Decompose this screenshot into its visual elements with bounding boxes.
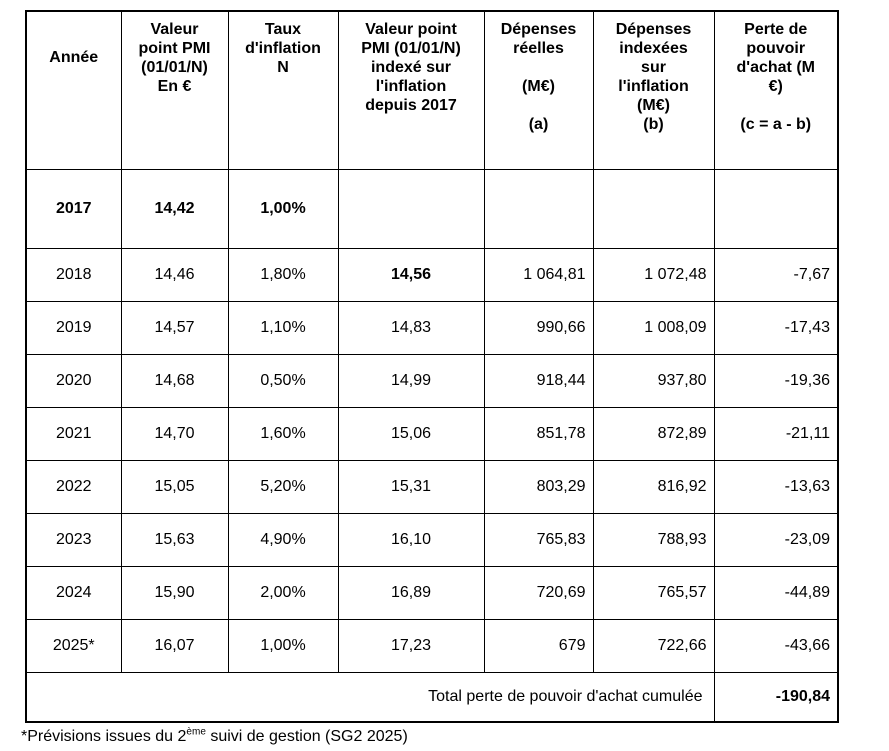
cell-taux-inflation: 1,80% <box>227 247 339 302</box>
cell-perte: -44,89 <box>713 565 839 620</box>
cell-depenses-indexees: 816,92 <box>592 459 715 514</box>
cell-taux-inflation: 0,50% <box>227 353 339 408</box>
cell-perte: -17,43 <box>713 300 839 355</box>
cell-taux-inflation: 4,90% <box>227 512 339 567</box>
cell-depenses-reelles: 1 064,81 <box>483 247 594 302</box>
cell-depenses-indexees: 872,89 <box>592 406 715 461</box>
cell-valeur-indexee: 17,23 <box>337 618 485 673</box>
table-row-2018: 2018 14,46 1,80% 14,56 1 064,81 1 072,48… <box>25 247 839 302</box>
cell-valeur-point: 15,90 <box>120 565 229 620</box>
cell-perte: -23,09 <box>713 512 839 567</box>
cell-depenses-reelles: 720,69 <box>483 565 594 620</box>
header-perte-pouvoir-achat: Perte de pouvoir d'achat (M €) (c = a - … <box>713 10 839 170</box>
cell-perte: -19,36 <box>713 353 839 408</box>
cell-valeur-indexee: 14,99 <box>337 353 485 408</box>
cell-valeur-indexee <box>337 168 485 249</box>
cell-valeur-point: 14,42 <box>120 168 229 249</box>
cell-depenses-indexees: 788,93 <box>592 512 715 567</box>
cell-depenses-indexees: 765,57 <box>592 565 715 620</box>
cell-valeur-point: 14,68 <box>120 353 229 408</box>
cell-depenses-reelles: 679 <box>483 618 594 673</box>
cell-annee: 2021 <box>25 406 122 461</box>
total-value: -190,84 <box>713 671 839 723</box>
table-row-2023: 2023 15,63 4,90% 16,10 765,83 788,93 -23… <box>25 512 839 567</box>
cell-valeur-indexee: 14,83 <box>337 300 485 355</box>
total-label: Total perte de pouvoir d'achat cumulée <box>25 671 715 723</box>
cell-taux-inflation: 1,60% <box>227 406 339 461</box>
cell-depenses-indexees: 1 072,48 <box>592 247 715 302</box>
cell-valeur-indexee: 16,10 <box>337 512 485 567</box>
cell-valeur-indexee: 15,06 <box>337 406 485 461</box>
cell-annee: 2017 <box>25 168 122 249</box>
cell-taux-inflation: 1,00% <box>227 618 339 673</box>
cell-perte <box>713 168 839 249</box>
cell-valeur-indexee: 15,31 <box>337 459 485 514</box>
cell-depenses-reelles: 765,83 <box>483 512 594 567</box>
cell-perte: -21,11 <box>713 406 839 461</box>
cell-perte: -13,63 <box>713 459 839 514</box>
table-row-2022: 2022 15,05 5,20% 15,31 803,29 816,92 -13… <box>25 459 839 514</box>
cell-annee: 2023 <box>25 512 122 567</box>
footnote-text-prefix: *Prévisions issues du 2 <box>21 728 187 745</box>
pmi-inflation-table: Année Valeur point PMI (01/01/N) En € Ta… <box>25 10 839 723</box>
cell-perte: -43,66 <box>713 618 839 673</box>
cell-valeur-indexee: 16,89 <box>337 565 485 620</box>
cell-depenses-reelles: 803,29 <box>483 459 594 514</box>
cell-annee: 2020 <box>25 353 122 408</box>
cell-depenses-indexees: 1 008,09 <box>592 300 715 355</box>
cell-valeur-point: 14,57 <box>120 300 229 355</box>
header-depenses-indexees: Dépenses indexées sur l'inflation (M€) (… <box>592 10 715 170</box>
total-row: Total perte de pouvoir d'achat cumulée -… <box>25 671 839 723</box>
cell-depenses-reelles: 851,78 <box>483 406 594 461</box>
cell-depenses-indexees <box>592 168 715 249</box>
table-row-2020: 2020 14,68 0,50% 14,99 918,44 937,80 -19… <box>25 353 839 408</box>
cell-taux-inflation: 2,00% <box>227 565 339 620</box>
cell-taux-inflation: 1,00% <box>227 168 339 249</box>
header-depenses-reelles: Dépenses réelles (M€) (a) <box>483 10 594 170</box>
header-annee: Année <box>25 10 122 170</box>
cell-depenses-reelles: 918,44 <box>483 353 594 408</box>
cell-depenses-indexees: 722,66 <box>592 618 715 673</box>
footnote-superscript: ème <box>186 726 206 738</box>
cell-depenses-reelles: 990,66 <box>483 300 594 355</box>
table-row-2021: 2021 14,70 1,60% 15,06 851,78 872,89 -21… <box>25 406 839 461</box>
cell-annee: 2025* <box>25 618 122 673</box>
table-row-2024: 2024 15,90 2,00% 16,89 720,69 765,57 -44… <box>25 565 839 620</box>
cell-taux-inflation: 5,20% <box>227 459 339 514</box>
cell-taux-inflation: 1,10% <box>227 300 339 355</box>
cell-perte: -7,67 <box>713 247 839 302</box>
table-row-2017: 2017 14,42 1,00% <box>25 168 839 249</box>
cell-annee: 2024 <box>25 565 122 620</box>
footnote-text-suffix: suivi de gestion (SG2 2025) <box>205 728 408 745</box>
cell-annee: 2022 <box>25 459 122 514</box>
header-taux-inflation: Taux d'inflation N <box>227 10 339 170</box>
cell-depenses-reelles <box>483 168 594 249</box>
header-valeur-point-pmi: Valeur point PMI (01/01/N) En € <box>120 10 229 170</box>
cell-annee: 2019 <box>25 300 122 355</box>
cell-valeur-indexee: 14,56 <box>337 247 485 302</box>
cell-valeur-point: 14,46 <box>120 247 229 302</box>
cell-valeur-point: 15,05 <box>120 459 229 514</box>
table-row-2019: 2019 14,57 1,10% 14,83 990,66 1 008,09 -… <box>25 300 839 355</box>
cell-annee: 2018 <box>25 247 122 302</box>
header-valeur-point-indexe: Valeur point PMI (01/01/N) indexé sur l'… <box>337 10 485 170</box>
table-row-2025: 2025* 16,07 1,00% 17,23 679 722,66 -43,6… <box>25 618 839 673</box>
cell-valeur-point: 16,07 <box>120 618 229 673</box>
cell-valeur-point: 15,63 <box>120 512 229 567</box>
footnote: *Prévisions issues du 2ème suivi de gest… <box>21 726 889 746</box>
cell-valeur-point: 14,70 <box>120 406 229 461</box>
header-row: Année Valeur point PMI (01/01/N) En € Ta… <box>25 10 839 170</box>
cell-depenses-indexees: 937,80 <box>592 353 715 408</box>
